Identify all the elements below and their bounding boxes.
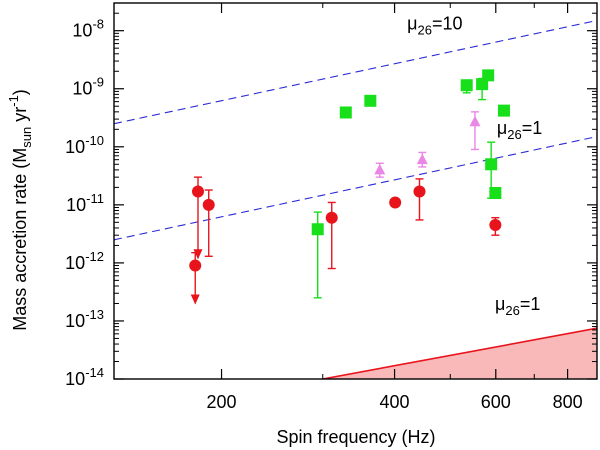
mu26-1-upper-label: μ26=1 <box>497 118 542 142</box>
model-lines-layer <box>114 19 597 379</box>
y-tick-label: 10-8 <box>72 17 104 41</box>
red-circle-point-6 <box>489 218 502 231</box>
green-square-point-2 <box>364 94 377 107</box>
red-circle-point-2 <box>189 259 202 272</box>
red-circle-point-3 <box>325 211 338 224</box>
mu26-1-dashed-line <box>114 136 597 241</box>
red-circle-point-0 <box>191 185 204 198</box>
red-circle-point-4 <box>389 196 402 209</box>
y-axis-unit-sub: sun <box>19 127 34 148</box>
y-axis-unit-exp: -1 <box>6 95 21 107</box>
data-points-layer <box>189 69 510 272</box>
x-tick-label: 800 <box>553 392 583 412</box>
y-tick-label: 10-9 <box>72 75 104 99</box>
y-tick-label: 10-10 <box>65 133 104 157</box>
plot-border <box>113 2 598 380</box>
green-square-point-8 <box>497 104 510 117</box>
green-square-point-3 <box>460 79 473 92</box>
x-tick-label: 200 <box>207 392 237 412</box>
y-axis-title: Mass accretion rate (Msun yr-1) <box>6 89 34 331</box>
y-axis-title-main: Mass accretion rate <box>10 174 30 331</box>
annotations-layer: μ26=10 μ26=1 μ26=1 <box>407 13 542 317</box>
x-tick-label: 400 <box>380 392 410 412</box>
green-square-point-5 <box>482 69 495 82</box>
violet-triangle-point-2 <box>469 115 481 127</box>
x-axis-title: Spin frequency (Hz) <box>276 427 435 447</box>
mu26-1-solid-line <box>322 327 597 379</box>
x-tick-label: 600 <box>481 392 511 412</box>
red-circle-point-1 <box>202 198 215 211</box>
mu26-10-label: μ26=10 <box>407 13 462 37</box>
y-tick-label: 10-13 <box>65 307 104 331</box>
red-circle-point-5 <box>413 185 426 198</box>
y-tick-label: 10-14 <box>65 365 104 389</box>
mu26-1-lower-label: μ26=1 <box>495 294 540 318</box>
circle-errorbar-5 <box>415 178 424 221</box>
y-axis-ticks: 10-14 10-13 10-12 10-11 10-10 10-9 10-8 <box>65 12 597 389</box>
violet-triangle-point-1 <box>416 153 428 165</box>
y-tick-label: 10-12 <box>65 249 104 273</box>
upper-limit-arrowhead <box>193 249 203 260</box>
green-square-point-7 <box>489 186 502 199</box>
plot-frame <box>113 2 598 380</box>
x-axis-ticks: 200 400 600 800 <box>207 3 598 412</box>
green-square-point-6 <box>485 158 498 171</box>
y-axis-unit-suffix: yr <box>10 107 30 127</box>
green-square-point-1 <box>339 106 352 119</box>
y-axis-unit-prefix: M <box>10 148 30 163</box>
green-square-point-0 <box>311 223 324 236</box>
upper-limit-arrowhead <box>190 294 200 305</box>
violet-triangle-point-0 <box>374 163 386 175</box>
y-tick-label: 10-11 <box>66 191 104 215</box>
mu26-10-line <box>114 19 597 125</box>
